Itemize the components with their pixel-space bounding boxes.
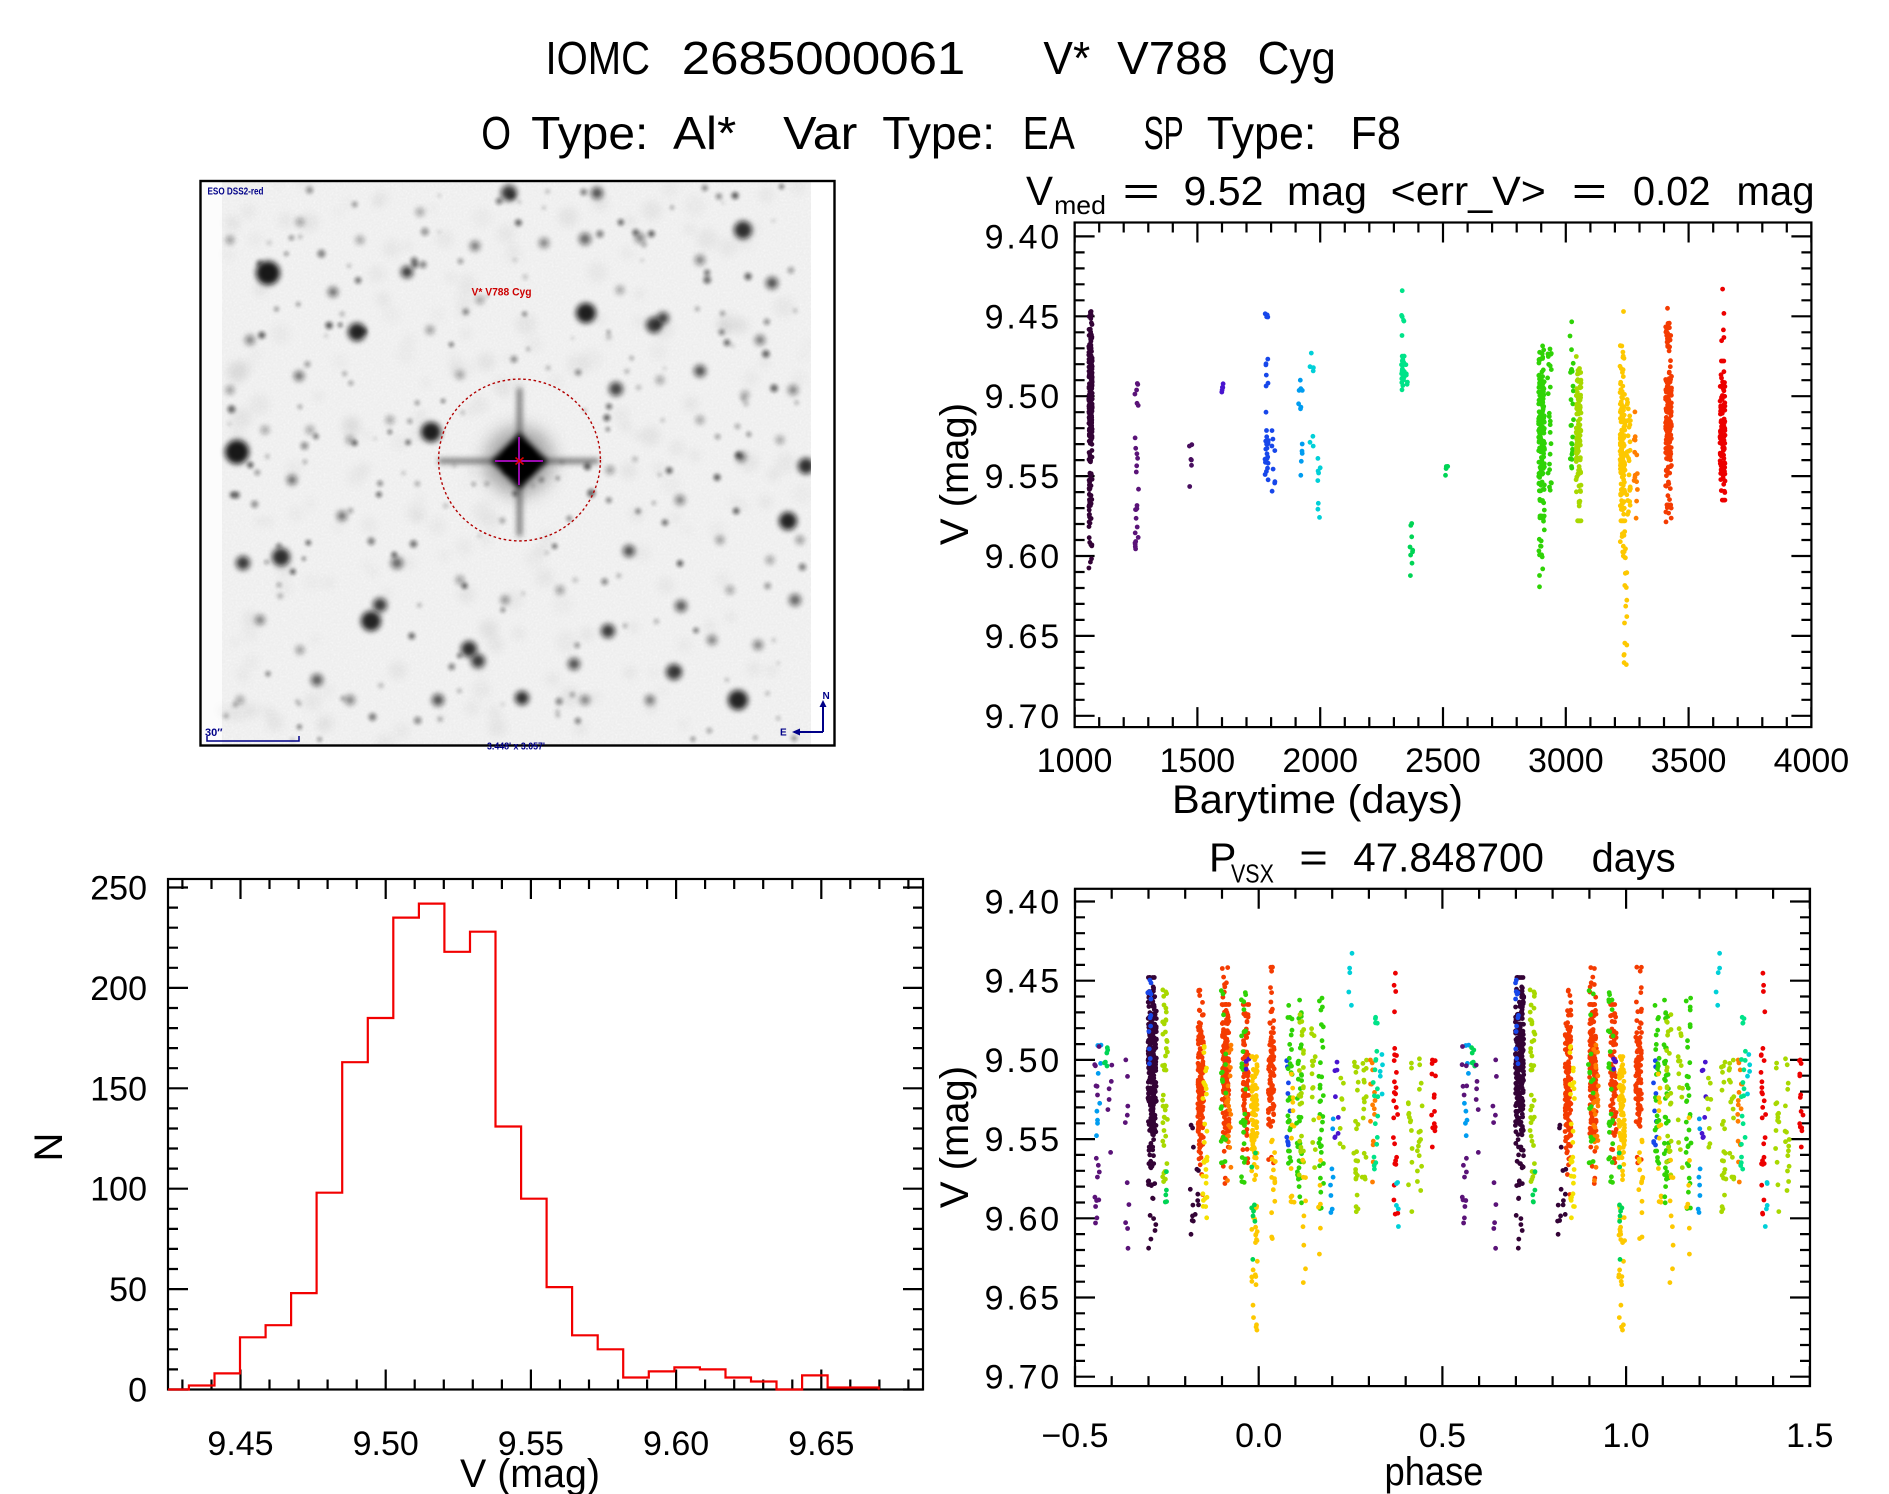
svg-text:0.0: 0.0 — [1235, 1417, 1282, 1455]
svg-text:200: 200 — [90, 970, 147, 1008]
svg-text:9.40: 9.40 — [985, 884, 1062, 922]
svg-text:=: = — [1572, 168, 1607, 214]
svg-text:<err_V>: <err_V> — [1391, 168, 1546, 214]
svg-text:V (mag): V (mag) — [933, 1066, 977, 1208]
svg-text:Type:: Type: — [531, 107, 648, 159]
svg-text:mag: mag — [1287, 168, 1367, 214]
svg-text:9.55: 9.55 — [498, 1425, 564, 1463]
svg-text:Var: Var — [783, 107, 857, 159]
svg-text:2500: 2500 — [1405, 742, 1481, 780]
svg-text:V (mag): V (mag) — [933, 403, 977, 545]
svg-text:mag: mag — [1737, 168, 1815, 214]
svg-text:9.52: 9.52 — [1184, 168, 1264, 214]
svg-text:2685000061: 2685000061 — [682, 32, 966, 84]
svg-text:9.60: 9.60 — [985, 1200, 1062, 1238]
svg-text:0.02: 0.02 — [1633, 168, 1711, 214]
svg-text:9.50: 9.50 — [985, 1042, 1062, 1080]
svg-text:3500: 3500 — [1651, 742, 1727, 780]
svg-text:9.45: 9.45 — [985, 298, 1062, 336]
svg-text:9.65: 9.65 — [985, 618, 1062, 656]
svg-text:ESO DSS2-red: ESO DSS2-red — [208, 186, 264, 198]
svg-text:days: days — [1592, 835, 1676, 881]
svg-text:150: 150 — [90, 1070, 147, 1108]
svg-text:SP: SP — [1144, 107, 1184, 159]
svg-text:9.70: 9.70 — [985, 698, 1062, 736]
svg-text:P: P — [1209, 835, 1236, 881]
svg-text:30″: 30″ — [205, 727, 223, 739]
svg-text:2000: 2000 — [1282, 742, 1358, 780]
svg-text:=: = — [1122, 168, 1160, 214]
svg-text:Al*: Al* — [673, 107, 736, 159]
svg-text:E: E — [780, 728, 787, 739]
svg-text:V788: V788 — [1117, 32, 1228, 84]
svg-text:N: N — [823, 691, 830, 702]
svg-text:F8: F8 — [1351, 107, 1401, 159]
svg-text:9.50: 9.50 — [353, 1425, 419, 1463]
svg-text:9.40: 9.40 — [985, 218, 1062, 256]
svg-text:1.5: 1.5 — [1786, 1417, 1833, 1455]
svg-text:1500: 1500 — [1160, 742, 1236, 780]
svg-text:9.45: 9.45 — [985, 963, 1062, 1001]
svg-text:9.70: 9.70 — [985, 1359, 1062, 1397]
svg-text:Cyg: Cyg — [1258, 32, 1336, 84]
svg-text:1.0: 1.0 — [1602, 1417, 1649, 1455]
svg-text:47.848700: 47.848700 — [1353, 835, 1544, 881]
svg-text:50: 50 — [109, 1271, 147, 1309]
svg-text:Type:: Type: — [882, 107, 995, 159]
svg-text:3.448' x 3.057': 3.448' x 3.057' — [487, 741, 545, 753]
svg-text:V*: V* — [1043, 32, 1090, 84]
svg-text:9.55: 9.55 — [985, 1121, 1062, 1159]
svg-text:9.55: 9.55 — [985, 458, 1062, 496]
svg-text:9.60: 9.60 — [643, 1425, 709, 1463]
svg-text:O: O — [481, 107, 511, 159]
svg-text:4000: 4000 — [1774, 742, 1850, 780]
svg-text:250: 250 — [90, 870, 147, 908]
svg-text:EA: EA — [1023, 107, 1075, 159]
svg-text:Barytime (days): Barytime (days) — [1172, 778, 1463, 822]
svg-text:9.45: 9.45 — [207, 1425, 273, 1463]
svg-text:V* V788 Cyg: V* V788 Cyg — [472, 287, 532, 299]
svg-text:Type:: Type: — [1207, 107, 1317, 159]
svg-text:1000: 1000 — [1037, 742, 1113, 780]
svg-text:IOMC: IOMC — [546, 32, 651, 84]
svg-text:VSX: VSX — [1231, 859, 1274, 889]
svg-text:9.65: 9.65 — [985, 1280, 1062, 1318]
svg-text:N: N — [27, 1133, 71, 1162]
svg-text:3000: 3000 — [1528, 742, 1604, 780]
svg-text:V (mag): V (mag) — [460, 1452, 600, 1494]
svg-text:−0.5: −0.5 — [1041, 1417, 1108, 1455]
svg-text:0.5: 0.5 — [1419, 1417, 1466, 1455]
svg-text:9.65: 9.65 — [788, 1425, 854, 1463]
svg-text:med: med — [1054, 190, 1106, 220]
svg-text:phase: phase — [1385, 1450, 1484, 1494]
svg-text:V: V — [1026, 168, 1053, 214]
svg-text:9.50: 9.50 — [985, 378, 1062, 416]
svg-text:=: = — [1299, 835, 1328, 881]
svg-text:9.60: 9.60 — [985, 538, 1062, 576]
svg-text:100: 100 — [90, 1171, 147, 1209]
svg-text:0: 0 — [128, 1372, 147, 1410]
